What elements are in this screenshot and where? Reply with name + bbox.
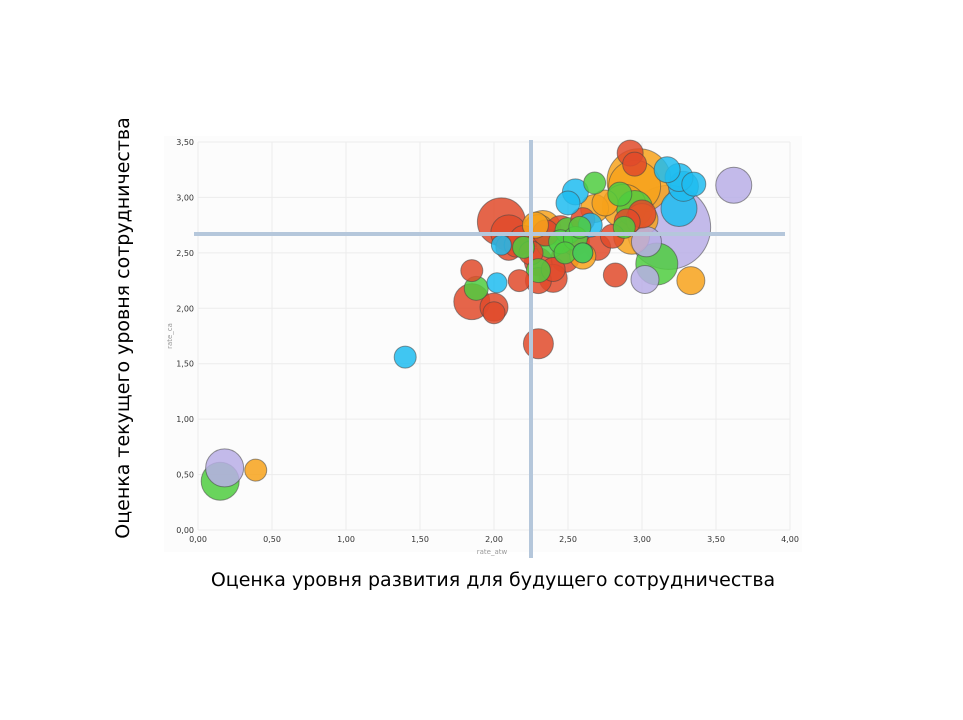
y-tick-label: 1,00: [176, 415, 194, 424]
y-tick-label: 3,50: [176, 138, 194, 147]
x-tick-label: 4,00: [781, 535, 799, 544]
bubble-blue: [555, 190, 581, 216]
bubble-red: [622, 151, 648, 177]
y-tick-label: 3,00: [176, 193, 194, 202]
bubble-blue: [490, 234, 512, 256]
bubble-green: [607, 181, 633, 207]
x-tick-label: 0,00: [189, 535, 207, 544]
x-field-label: rate_atw: [477, 548, 508, 556]
bubble-red: [460, 259, 484, 283]
x-tick-label: 0,50: [263, 535, 281, 544]
bubble-green: [572, 242, 594, 264]
bubble-orange: [521, 211, 549, 239]
bubble-orange: [244, 458, 268, 482]
bubble-orange: [676, 266, 706, 296]
bubble-purple: [205, 448, 245, 488]
x-tick-label: 3,50: [707, 535, 725, 544]
bubble-red: [482, 301, 506, 325]
x-tick-label: 2,00: [485, 535, 503, 544]
y-tick-label: 0,00: [176, 526, 194, 535]
bubble-purple: [630, 264, 660, 294]
plot-background: [164, 136, 802, 552]
x-axis-title: Оценка уровня развития для будущего сотр…: [211, 569, 775, 591]
bubble-green: [583, 171, 607, 195]
bubble-blue: [393, 345, 417, 369]
y-tick-label: 2,50: [176, 249, 194, 258]
bubble-blue: [681, 171, 707, 197]
y-tick-label: 1,50: [176, 360, 194, 369]
bubble-red: [507, 269, 531, 293]
x-tick-label: 1,00: [337, 535, 355, 544]
tick-labels: 0,00 0,50 1,00 1,50 2,00 2,50 3,00 3,50 4,00 0,00…: [176, 138, 799, 544]
y-axis-title: Оценка текущего уровня сотрудничества: [112, 117, 134, 539]
reference-lines: [194, 140, 785, 558]
bubble-blue: [486, 272, 508, 294]
bubble-red: [602, 262, 628, 288]
x-tick-label: 3,00: [633, 535, 651, 544]
x-tick-label: 1,50: [411, 535, 429, 544]
y-tick-label: 0,50: [176, 471, 194, 480]
bubble-purple: [715, 166, 753, 204]
x-tick-label: 2,50: [559, 535, 577, 544]
y-tick-label: 2,00: [176, 304, 194, 313]
bubble-red: [522, 328, 554, 360]
y-field-label: rate_ca: [166, 323, 174, 349]
bubble-blue: [653, 156, 681, 184]
